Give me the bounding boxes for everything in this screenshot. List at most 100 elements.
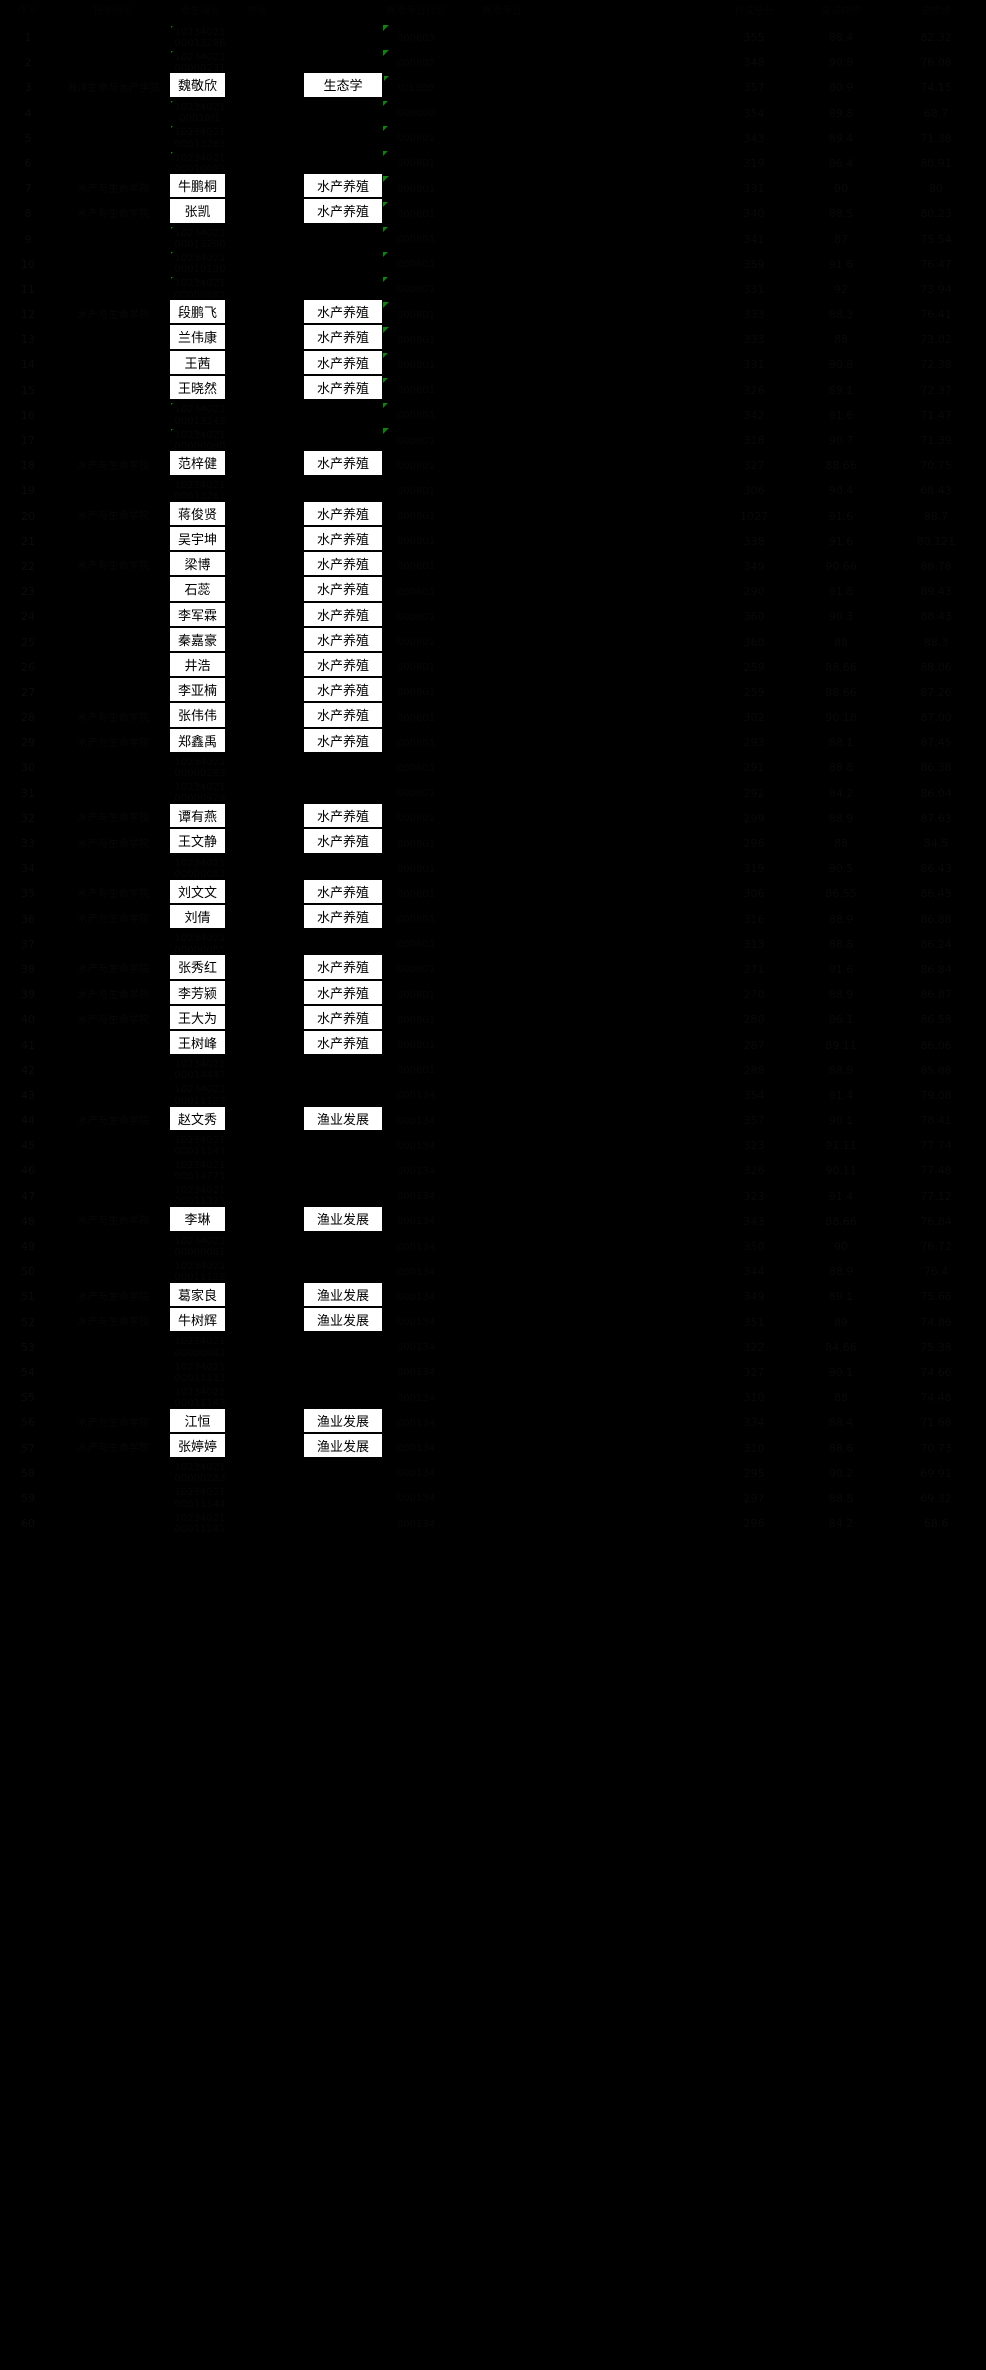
table-row[interactable]: 4 10234021 00010/1 008000 354 89.8 68.7 [0, 100, 986, 126]
major-name-callout[interactable]: 水产养殖 [303, 904, 383, 930]
table-row[interactable]: 1310234021000100830008013338873.02 [0, 327, 986, 352]
table-row[interactable]: 8水产与生命学院102340210000012000080134088.580.… [0, 201, 986, 227]
major-name-callout[interactable]: 水产养殖 [303, 198, 383, 224]
table-row[interactable]: 34 10234021 00000083 000801 319 90.5 86.43 [0, 856, 986, 881]
table-row[interactable]: 40水产与生命学院102340210000038300080128086.186… [0, 1008, 986, 1033]
table-row[interactable]: 38水产与生命学院102340210001452300080127191.686… [0, 957, 986, 982]
table-row[interactable]: 39水产与生命学院102340210001112400080127088.986… [0, 982, 986, 1007]
student-name-callout[interactable]: 王树峰 [169, 1030, 226, 1056]
student-name-callout[interactable]: 吴宇坤 [169, 526, 226, 552]
table-row[interactable]: 29水产与生命学院102340210000002500080129388.187… [0, 730, 986, 755]
major-name-callout[interactable]: 水产养殖 [303, 324, 383, 350]
major-name-callout[interactable]: 水产养殖 [303, 349, 383, 375]
major-name-callout[interactable]: 生态学 [303, 72, 383, 98]
major-name-callout[interactable]: 水产养殖 [303, 551, 383, 577]
table-row[interactable]: 1 10234021 00013286 000803 355 88.4 82.32 [0, 25, 986, 50]
table-row[interactable]: 3海洋生命与水产学院1023402100010/00/130035780.974… [0, 75, 986, 101]
student-name-callout[interactable]: 井浩 [169, 652, 226, 678]
table-row[interactable]: 33水产与生命学院10234021000000810008012968884.5 [0, 831, 986, 856]
student-name-callout[interactable]: 秦嘉豪 [169, 626, 226, 652]
student-name-callout[interactable]: 刘文文 [169, 878, 226, 904]
student-name-callout[interactable]: 兰伟康 [169, 324, 226, 350]
major-name-callout[interactable]: 水产养殖 [303, 1030, 383, 1056]
student-name-callout[interactable]: 牛树辉 [169, 1307, 226, 1333]
table-row[interactable]: 45 10234021 00011143 000134 323 91.11 77.74 [0, 1133, 986, 1158]
table-row[interactable]: 24102340210001044100080136090.388.43 [0, 605, 986, 630]
major-name-callout[interactable]: 渔业发展 [303, 1433, 383, 1459]
student-name-callout[interactable]: 张伟伟 [169, 702, 226, 728]
table-row[interactable]: 35水产与生命学院102340210001452300080130686.558… [0, 882, 986, 907]
student-name-callout[interactable]: 段鹏飞 [169, 299, 226, 325]
student-name-callout[interactable]: 谭有燕 [169, 803, 226, 829]
table-row[interactable]: 58 10234021 00000283 000134 295 90.2 69.91 [0, 1461, 986, 1486]
student-name-callout[interactable]: 牛鹏桐 [169, 173, 226, 199]
table-row[interactable]: 19 10234021 00013261 000801 306 90.4 68.43 [0, 479, 986, 504]
student-name-callout[interactable]: 刘倩 [169, 904, 226, 930]
table-row[interactable]: 56水产与生命学院102340210000082900013433488.471… [0, 1411, 986, 1436]
table-row[interactable]: 49 10234021 00000081 000134 350 90 76.72 [0, 1234, 986, 1259]
major-name-callout[interactable]: 渔业发展 [303, 1105, 383, 1131]
table-row[interactable]: 30 10234021 00000283 000801 291 88.8 86.38 [0, 756, 986, 781]
table-row[interactable]: 23102340210001430200080129091.889.43 [0, 579, 986, 604]
table-row[interactable]: 6 10234021 00010083 000801 319 86.4 80.91 [0, 151, 986, 176]
student-name-callout[interactable]: 石蕊 [169, 576, 226, 602]
student-name-callout[interactable]: 蒋俊贤 [169, 500, 226, 526]
student-name-callout[interactable]: 赵文秀 [169, 1105, 226, 1131]
major-name-callout[interactable]: 水产养殖 [303, 626, 383, 652]
table-row[interactable]: 46 10234021 00014771 000134 326 90.11 77.48 [0, 1159, 986, 1184]
student-name-callout[interactable]: 王大为 [169, 1004, 226, 1030]
table-row[interactable]: 55 10234021 00011143 000134 310 88 74.48 [0, 1385, 986, 1410]
table-row[interactable]: 18水产与生命学院102340210001412200080132788.667… [0, 453, 986, 478]
table-row[interactable]: 50 10234021 00011128 000134 344 88.9 76.4 [0, 1259, 986, 1284]
table-row[interactable]: 47 10234021 00011321 000134 323 91.4 77.12 [0, 1184, 986, 1209]
major-name-callout[interactable]: 水产养殖 [303, 727, 383, 753]
table-row[interactable]: 12水产与生命学院102340210001448300080133388.376… [0, 302, 986, 327]
table-row[interactable]: 57水产与生命学院102340210000004900013431088.670… [0, 1436, 986, 1461]
table-row[interactable]: 32水产与生命学院102340210001412100080129988.987… [0, 806, 986, 831]
major-name-callout[interactable]: 水产养殖 [303, 601, 383, 627]
student-name-callout[interactable]: 李琳 [169, 1206, 226, 1232]
table-row[interactable]: 43 10234021 00011123 000134 354 91.4 79.08 [0, 1083, 986, 1108]
major-name-callout[interactable]: 水产养殖 [303, 299, 383, 325]
table-row[interactable]: 52水产与生命学院10234021000000420001343518974.8… [0, 1310, 986, 1335]
major-name-callout[interactable]: 水产养殖 [303, 576, 383, 602]
major-name-callout[interactable]: 水产养殖 [303, 374, 383, 400]
student-name-callout[interactable]: 李芳颍 [169, 979, 226, 1005]
student-name-callout[interactable]: 范梓健 [169, 450, 226, 476]
table-row[interactable]: 14102340210000038300080133190.872.38 [0, 352, 986, 378]
table-row[interactable]: 22水产与生命学院102340210000038500080134990.668… [0, 554, 986, 579]
table-row[interactable]: 36水产与生命学院102340210001330600080131688.986… [0, 907, 986, 932]
table-row[interactable]: 28水产与生命学院102340210001111100080130290.188… [0, 705, 986, 730]
table-row[interactable]: 2 10234021 00000231 000802 348 90.8 76.08 [0, 50, 986, 75]
table-row[interactable]: 16 10234021 00013249 000801 342 91.6 71.47 [0, 403, 986, 428]
table-row[interactable]: 44水产与生命学院102340210001110200013435790.178… [0, 1108, 986, 1133]
major-name-callout[interactable]: 水产养殖 [303, 803, 383, 829]
student-name-callout[interactable]: 葛家良 [169, 1282, 226, 1308]
major-name-callout[interactable]: 渔业发展 [303, 1282, 383, 1308]
major-name-callout[interactable]: 水产养殖 [303, 878, 383, 904]
table-row[interactable]: 42 10234021 00014447 000801 288 88.8 85.88 [0, 1058, 986, 1083]
major-name-callout[interactable]: 水产养殖 [303, 979, 383, 1005]
table-row[interactable]: 31 10234021 00000929 000801 292 84.2 86.04 [0, 781, 986, 806]
major-name-callout[interactable]: 水产养殖 [303, 954, 383, 980]
table-row[interactable]: 17 10234021 00000090 000801 318 90.7 71.39 [0, 428, 986, 453]
table-row[interactable]: 11 10234021 00000887 000801 331 92 73.94 [0, 277, 986, 302]
major-name-callout[interactable]: 水产养殖 [303, 702, 383, 728]
table-row[interactable]: 48水产与生命学院102340210001112400013434388.667… [0, 1209, 986, 1234]
table-row[interactable]: 54 10234021 00011113 000134 327 90.1 74.66 [0, 1360, 986, 1385]
table-row[interactable]: 15102340210001041100080132689.172.37 [0, 377, 986, 403]
major-name-callout[interactable]: 水产养殖 [303, 652, 383, 678]
student-name-callout[interactable]: 郑鑫禹 [169, 727, 226, 753]
student-name-callout[interactable]: 王茜 [169, 349, 226, 375]
student-name-callout[interactable]: 张凯 [169, 198, 226, 224]
major-name-callout[interactable]: 水产养殖 [303, 677, 383, 703]
student-name-callout[interactable]: 张婷婷 [169, 1433, 226, 1459]
student-name-callout[interactable]: 梁博 [169, 551, 226, 577]
student-name-callout[interactable]: 王文静 [169, 828, 226, 854]
table-row[interactable]: 21102340210001328300080133891.680.121 [0, 529, 986, 554]
table-row[interactable]: 5 10234021 00013283 000801 343 89.4 71.38 [0, 125, 986, 151]
